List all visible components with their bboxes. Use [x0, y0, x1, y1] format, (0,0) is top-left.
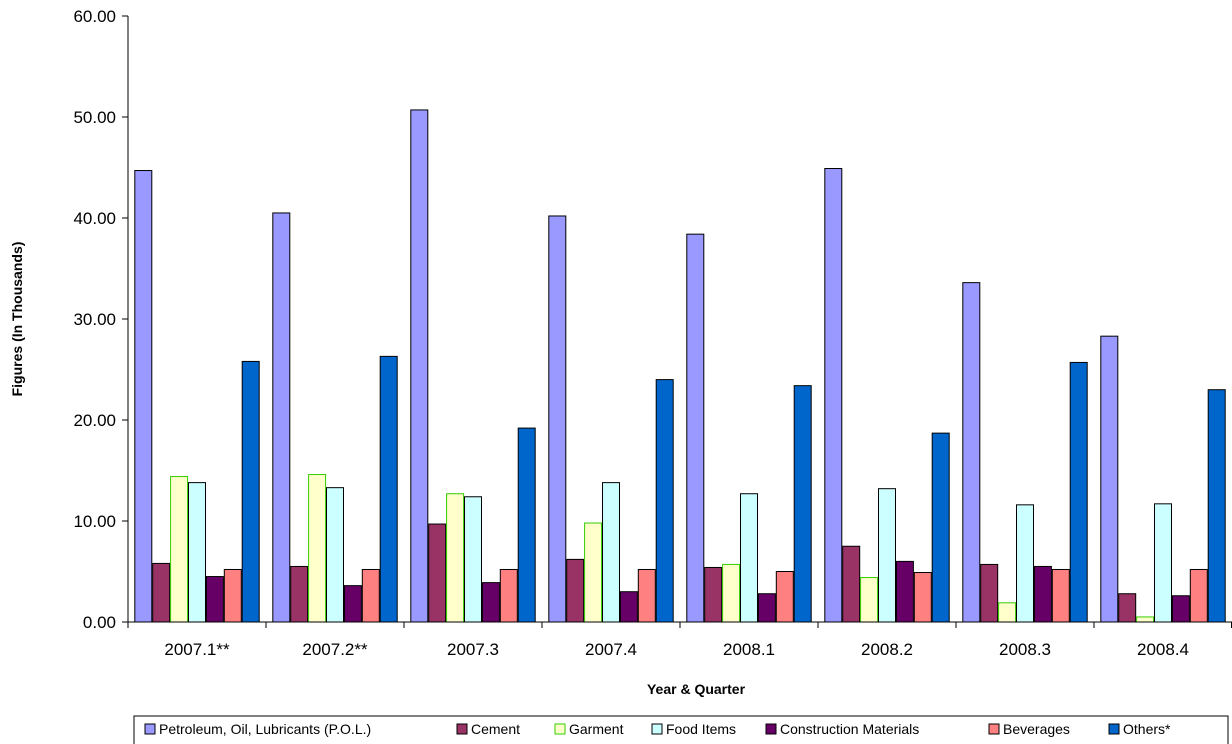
legend-swatch: [554, 723, 566, 735]
bar: [205, 576, 224, 623]
legend-label: Cement: [471, 721, 520, 737]
bar: [1100, 335, 1119, 623]
bar: [775, 571, 794, 623]
bar: [272, 212, 291, 623]
legend-box: [133, 715, 1229, 744]
bar: [566, 558, 585, 623]
x-axis-title: Year & Quarter: [647, 681, 746, 697]
bar: [584, 522, 603, 623]
bar: [686, 233, 705, 623]
bar: [343, 585, 362, 623]
x-tick-label: 2007.2**: [302, 640, 368, 659]
x-tick-label: 2007.4: [585, 640, 637, 659]
legend-label: Others*: [1123, 721, 1171, 737]
bar: [1069, 361, 1088, 623]
bar: [188, 482, 206, 623]
bar: [134, 170, 153, 623]
bar: [998, 602, 1017, 623]
bar: [860, 577, 879, 623]
bar: [290, 565, 309, 623]
y-tick-label: 40.00: [73, 209, 116, 228]
x-tick-label: 2008.4: [1137, 640, 1189, 659]
bar: [517, 427, 536, 623]
legend: Petroleum, Oil, Lubricants (P.O.L.) Cemen…: [133, 715, 1229, 744]
bar: [619, 591, 638, 623]
bar: [895, 560, 914, 623]
bar: [842, 545, 861, 623]
legend-label: Construction Materials: [780, 721, 919, 737]
legend-label: Garment: [569, 721, 624, 737]
bar: [1189, 568, 1208, 623]
bar: [481, 582, 500, 623]
bar: [722, 563, 741, 623]
y-axis-title: Figures (In Thousands): [9, 242, 25, 397]
y-tick-label: 0.00: [83, 613, 116, 632]
legend-label: Petroleum, Oil, Lubricants (P.O.L.): [159, 721, 371, 737]
axes: [127, 16, 1232, 623]
bar: [704, 566, 723, 623]
bar: [464, 496, 482, 623]
bar: [308, 474, 327, 623]
bar: [602, 482, 620, 623]
legend-label: Beverages: [1003, 721, 1070, 737]
y-tick-label: 10.00: [73, 512, 116, 531]
bar: [757, 593, 776, 623]
y-tick-label: 50.00: [73, 108, 116, 127]
x-axis-ticks: 2007.1** 2007.2** 2007.3 2007.4 2008.1 2008.2…: [127, 622, 1232, 659]
x-tick-label: 2008.2: [861, 640, 913, 659]
bar: [931, 432, 950, 623]
bar: [1136, 616, 1155, 623]
bars: [134, 109, 1226, 623]
legend-swatch: [1108, 723, 1120, 735]
bar: [793, 385, 812, 623]
bar: [637, 568, 656, 623]
bar: [241, 360, 260, 623]
bar: [913, 572, 932, 623]
bar: [410, 109, 429, 623]
legend-swatch: [144, 723, 156, 735]
bar: [170, 476, 189, 623]
bar: [1016, 504, 1034, 623]
bar: [878, 488, 896, 623]
bar: [1154, 503, 1172, 623]
legend-swatch: [988, 723, 1000, 735]
bar: [499, 568, 518, 623]
bar: [962, 282, 981, 623]
x-tick-label: 2007.1**: [164, 640, 230, 659]
bar: [1171, 595, 1190, 623]
bar: [740, 493, 758, 623]
x-tick-label: 2008.1: [723, 640, 775, 659]
bar: [428, 523, 447, 623]
y-tick-label: 20.00: [73, 411, 116, 430]
bar: [223, 568, 242, 623]
bar: [1033, 565, 1052, 623]
x-tick-label: 2008.3: [999, 640, 1051, 659]
bar: [980, 563, 999, 623]
bar: [326, 487, 344, 623]
bar: [824, 168, 843, 623]
legend-label: Food Items: [666, 721, 736, 737]
bar: [379, 355, 398, 623]
bar: [446, 493, 465, 623]
legend-swatch: [456, 723, 468, 735]
bar: [1118, 593, 1137, 623]
legend-swatch: [765, 723, 777, 735]
bar: [1051, 568, 1070, 623]
y-tick-label: 60.00: [73, 7, 116, 26]
bar: [361, 568, 380, 623]
x-tick-label: 2007.3: [447, 640, 499, 659]
bar: [1207, 389, 1226, 623]
bar: [152, 562, 171, 623]
y-axis-ticks: 0.00 10.00 20.00 30.00 40.00 50.00 60.00: [73, 7, 128, 632]
bar: [655, 379, 674, 623]
y-tick-label: 30.00: [73, 310, 116, 329]
bar: [548, 215, 567, 623]
legend-swatch: [651, 723, 663, 735]
